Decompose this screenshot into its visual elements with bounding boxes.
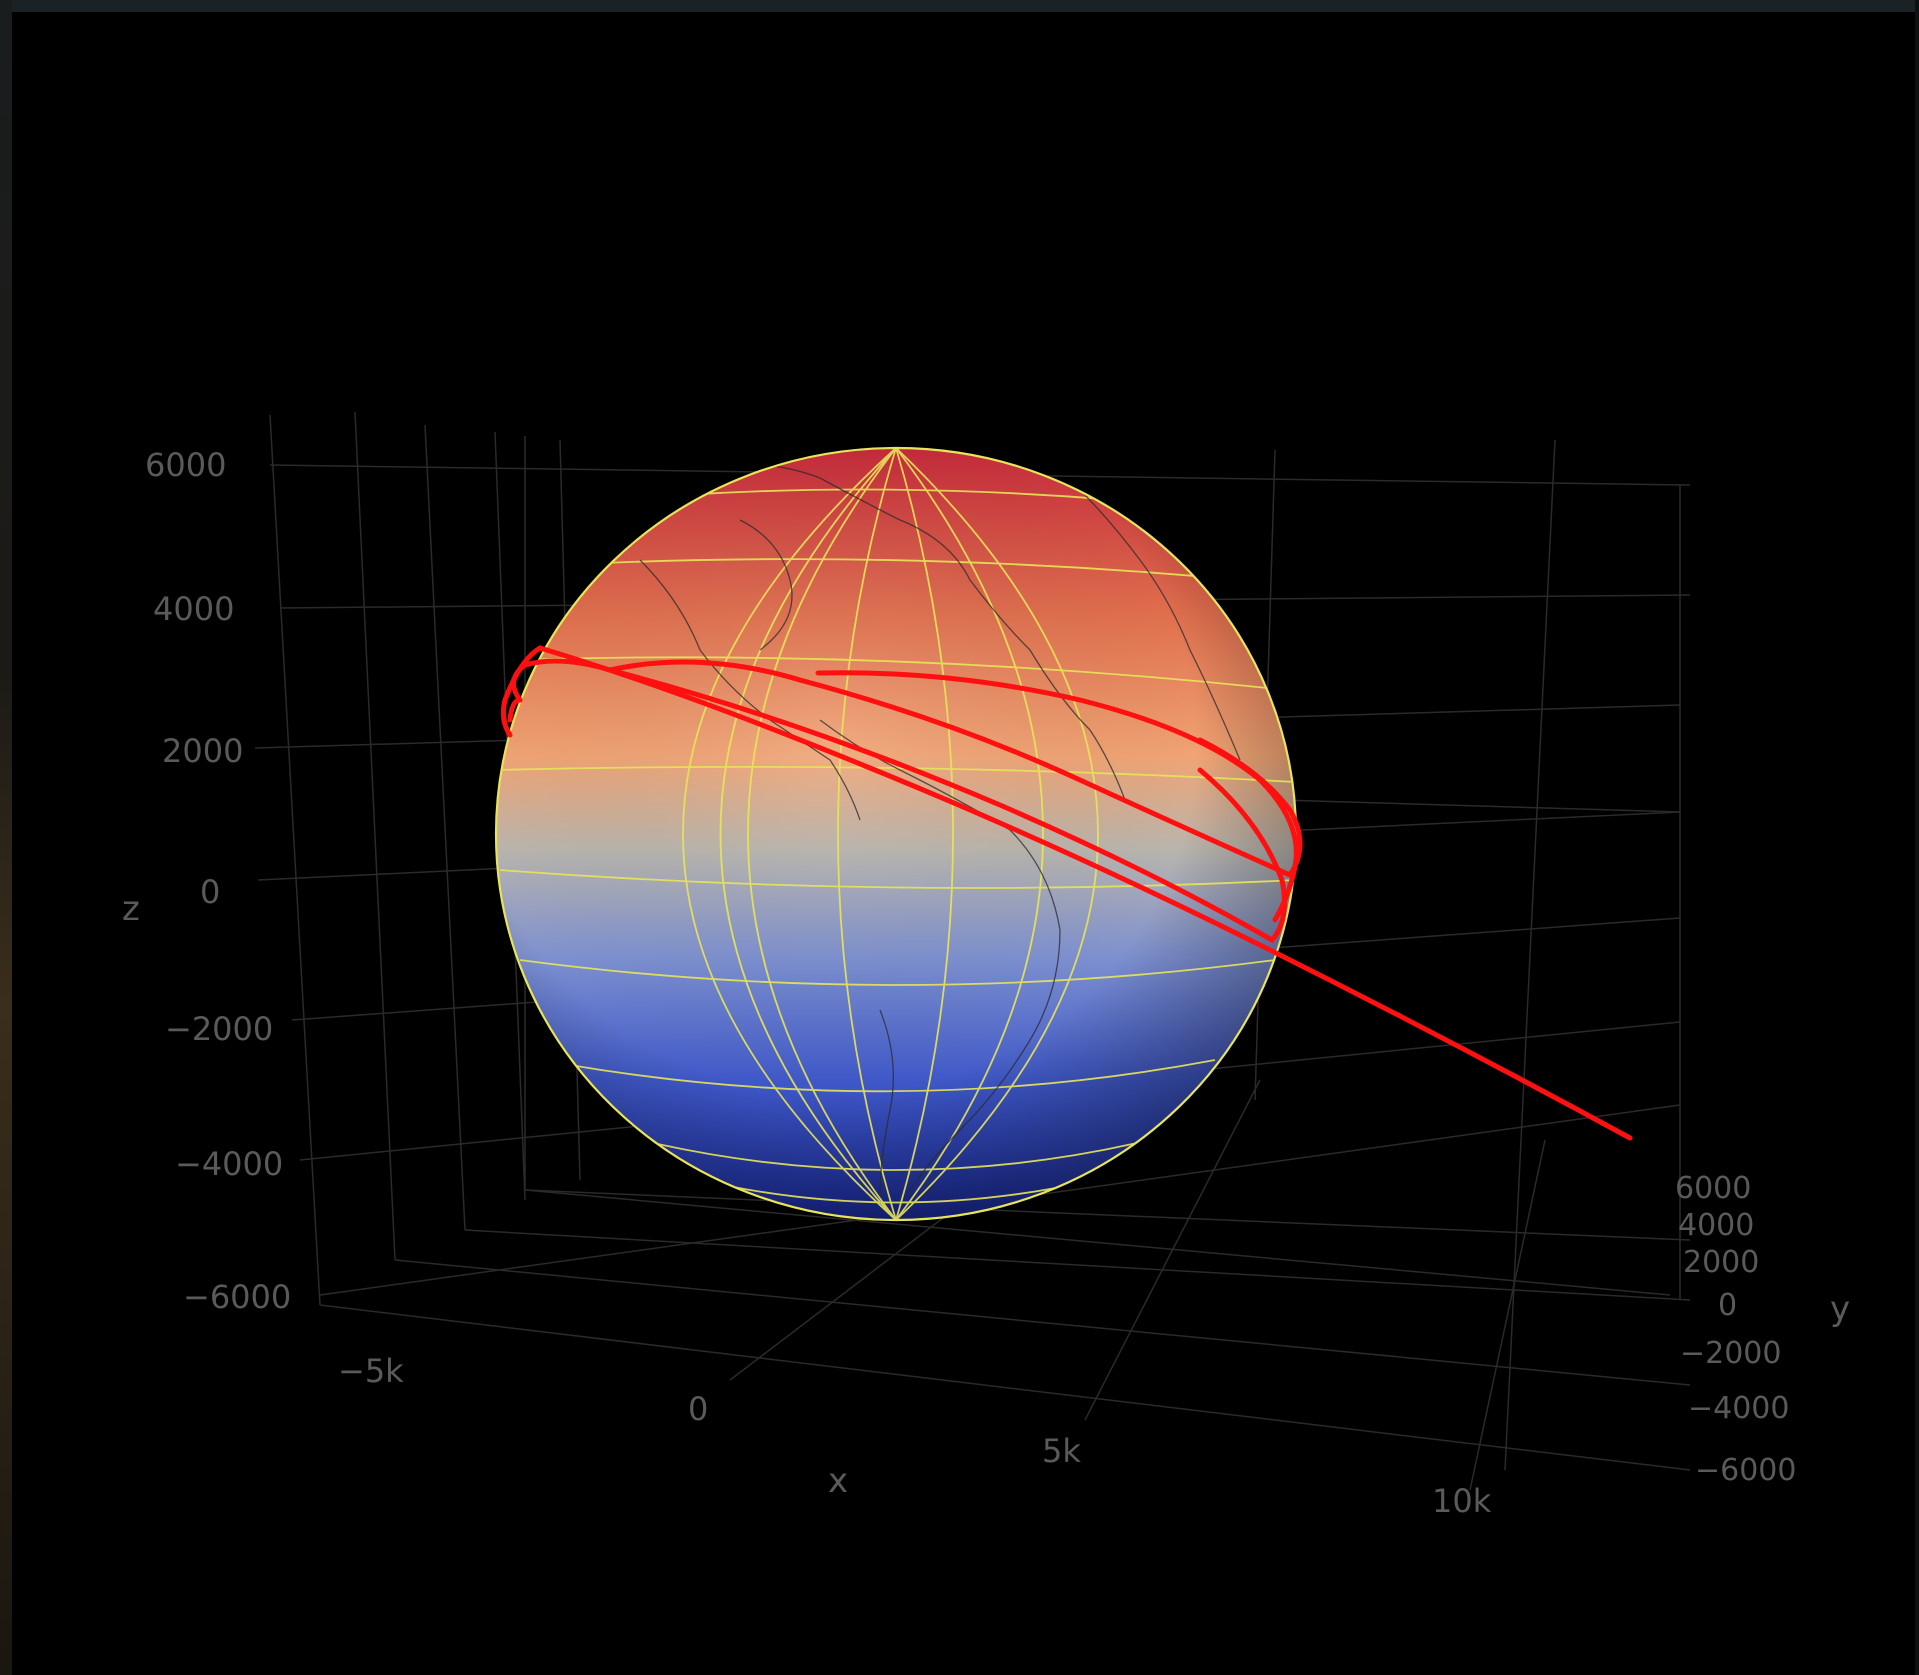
- y-tick-label: 4000: [1678, 1208, 1754, 1243]
- y-tick-label: 2000: [1683, 1245, 1759, 1280]
- trajectory[interactable]: [500, 645, 1633, 1141]
- x-tick-label: −5k: [338, 1352, 404, 1390]
- y-tick-label: 6000: [1675, 1171, 1751, 1206]
- trajectory-orbit-3: [511, 658, 1287, 944]
- globe[interactable]: [494, 446, 1298, 1222]
- z-tick-label: −6000: [183, 1278, 291, 1316]
- z-tick-label: −4000: [175, 1145, 283, 1183]
- globe-graticule: [496, 448, 1296, 1220]
- x-tick-label: 10k: [1432, 1482, 1492, 1520]
- z-tick-label: 2000: [162, 732, 243, 770]
- globe-shading: [496, 448, 1296, 1220]
- x-axis: −5k 0 5k 10k x: [338, 1352, 1492, 1520]
- y-tick-label: −4000: [1688, 1391, 1789, 1426]
- y-tick-label: 0: [1718, 1288, 1737, 1323]
- y-tick-label: −6000: [1695, 1453, 1796, 1488]
- y-axis: 6000 4000 2000 0 −2000 −4000 −6000 y: [1675, 1171, 1850, 1488]
- z-axis-label: z: [122, 889, 140, 929]
- y-tick-label: −2000: [1680, 1336, 1781, 1371]
- x-tick-label: 0: [688, 1390, 708, 1428]
- z-tick-label: 0: [200, 873, 220, 911]
- trajectory-orbit-5: [815, 670, 1299, 923]
- x-axis-label: x: [828, 1461, 848, 1501]
- z-tick-label: 4000: [153, 590, 234, 628]
- z-tick-label: −2000: [165, 1010, 273, 1048]
- window-frame-top: [0, 0, 1919, 12]
- trajectory-orbit-4: [607, 659, 1303, 879]
- x-tick-label: 5k: [1042, 1432, 1081, 1470]
- window-frame-right: [1915, 0, 1919, 1675]
- window-frame-left: [0, 0, 12, 1675]
- y-axis-label: y: [1830, 1289, 1850, 1329]
- z-tick-label: 6000: [145, 446, 226, 484]
- z-axis: 6000 4000 2000 0 −2000 −4000 −6000 z: [122, 446, 291, 1316]
